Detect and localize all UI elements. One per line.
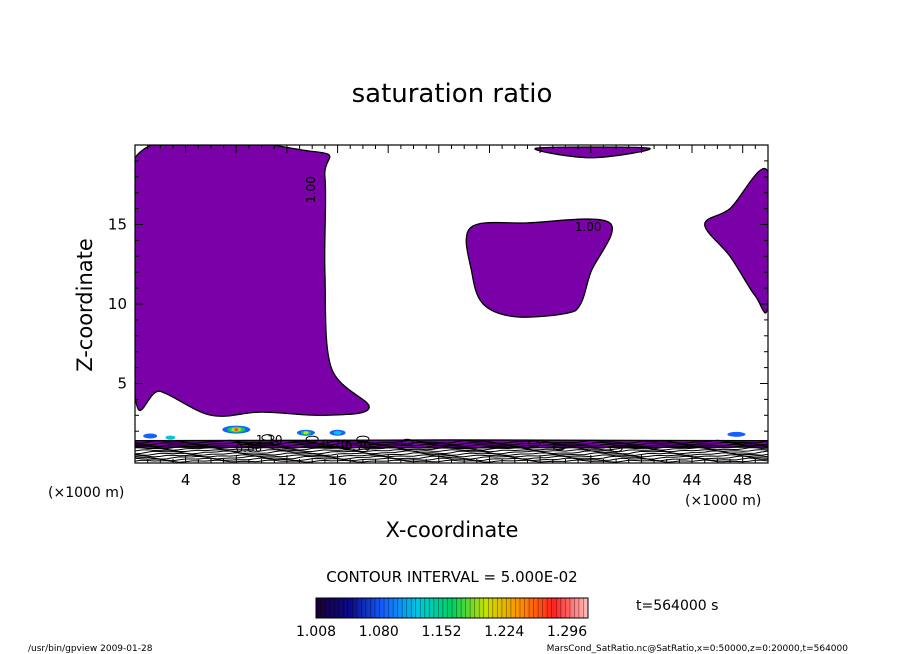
contour-line xyxy=(135,450,768,455)
colorbar: 1.008 1.080 1.152 1.224 1.296 xyxy=(296,597,589,640)
plot-area: 1.00 1.00 0.801.10 0.700.70 xyxy=(134,144,769,464)
x-axis-label: X-coordinate xyxy=(386,518,519,542)
supersaturation-spot xyxy=(333,431,342,435)
contour-lines xyxy=(135,434,768,463)
x-tick-label: 40 xyxy=(632,471,651,489)
contour-loop xyxy=(527,440,541,448)
y-tick-label: 15 xyxy=(108,216,127,234)
contour-label: 0.70 xyxy=(322,438,349,452)
contour-label: 1.10 xyxy=(256,433,283,447)
x-tick-label: 28 xyxy=(480,471,499,489)
region-left-plume xyxy=(135,145,370,417)
y-tick-label: 5 xyxy=(117,375,127,393)
footer-right: MarsCond_SatRatio.nc@SatRatio,x=0:50000,… xyxy=(547,644,849,654)
colorbar-tick-label: 1.224 xyxy=(484,624,524,640)
region-right-edge xyxy=(704,168,768,314)
time-label: t=564000 s xyxy=(636,598,718,614)
contour-line xyxy=(135,454,768,458)
supersaturation-spot xyxy=(165,435,176,440)
region-top-cap xyxy=(534,146,651,159)
x-tick-label: 16 xyxy=(328,471,347,489)
colorbar-stripes xyxy=(320,598,584,618)
x-tick-label: 48 xyxy=(733,471,752,489)
x-unit-right: (×1000 m) xyxy=(685,493,761,509)
contour-loop xyxy=(400,438,414,446)
contour-line xyxy=(135,448,768,453)
supersaturation-spot xyxy=(303,431,309,435)
saturation-regions xyxy=(135,145,768,449)
contour-loop xyxy=(609,445,623,453)
x-unit-left: (×1000 m) xyxy=(48,485,124,501)
contour-line xyxy=(135,455,768,460)
contour-label: 1.00 xyxy=(304,176,318,203)
colorbar-ticks: 1.008 1.080 1.152 1.224 1.296 xyxy=(296,624,587,640)
x-tick-label: 8 xyxy=(232,471,242,489)
colorbar-tick-label: 1.008 xyxy=(296,624,336,640)
contour-interval-label: CONTOUR INTERVAL = 5.000E-02 xyxy=(326,568,577,586)
supersaturation-spot xyxy=(143,433,158,439)
contour-loop xyxy=(552,443,566,451)
x-tick-label: 4 xyxy=(181,471,191,489)
contour-loop xyxy=(356,435,370,443)
x-tick-label: 24 xyxy=(429,471,448,489)
x-tick-label: 20 xyxy=(379,471,398,489)
x-tick-label: 12 xyxy=(277,471,296,489)
contour-label: 0.80 xyxy=(236,441,263,455)
contour-line xyxy=(135,444,768,450)
contour-loop xyxy=(261,434,275,442)
x-tick-label: 32 xyxy=(531,471,550,489)
chart-title: saturation ratio xyxy=(352,79,553,109)
contour-label: 0.70 xyxy=(344,439,371,453)
contour-line xyxy=(135,443,768,448)
contour-line xyxy=(135,441,768,446)
x-axis: 4 8 12 16 20 24 28 32 36 40 44 48 xyxy=(147,145,769,489)
contour-loop xyxy=(305,435,319,443)
colorbar-tick-label: 1.080 xyxy=(359,624,399,640)
y-tick-label: 10 xyxy=(108,295,127,313)
supersaturation-spot xyxy=(234,428,239,432)
x-tick-label: 36 xyxy=(581,471,600,489)
contour-line xyxy=(135,446,768,451)
colorbar-tick-label: 1.152 xyxy=(421,624,461,640)
supersaturation-spot xyxy=(727,431,746,437)
contour-line xyxy=(135,439,768,444)
supersaturation-spots xyxy=(143,425,746,440)
footer-left: /usr/bin/gpview 2009-01-28 xyxy=(28,644,153,654)
contour-label: 1.00 xyxy=(575,220,602,234)
colorbar-tick-label: 1.296 xyxy=(547,624,587,640)
x-tick-label: 44 xyxy=(682,471,701,489)
y-axis-label: Z-coordinate xyxy=(73,238,97,372)
contour-labels: 1.00 1.00 0.801.10 0.700.70 xyxy=(236,176,602,455)
region-upper-center-bulb xyxy=(465,218,613,318)
y-axis: 5 10 15 xyxy=(108,160,768,448)
